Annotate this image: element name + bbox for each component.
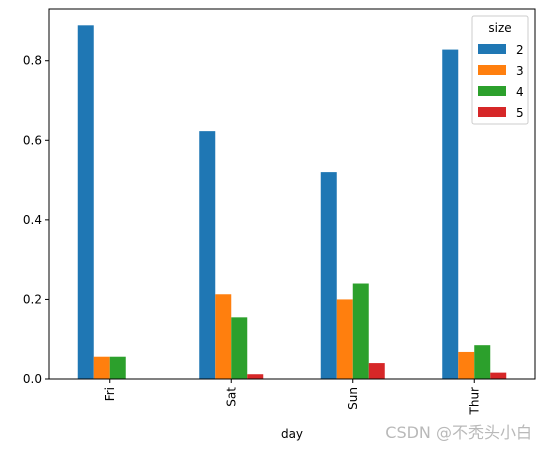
x-tick-label-thur: Thur [467,387,481,416]
legend-label-size-5: 5 [516,106,524,120]
watermark: CSDN @不秃头小白 [385,423,532,442]
bar-thur-size-3 [458,351,475,379]
bars-layer [77,25,507,380]
bar-sun-size-3 [336,299,353,379]
x-axis-label: day [281,427,303,441]
legend-swatch-size-4 [478,86,506,96]
y-axis: 0.0 0.2 0.4 0.6 0.8 [23,54,49,386]
legend-title: size [488,21,511,35]
legend-swatch-size-2 [478,44,506,54]
legend-label-size-2: 2 [516,43,524,57]
x-tick-label-fri: Fri [103,387,117,401]
y-tick-label: 0.6 [23,133,42,147]
legend-swatch-size-5 [478,107,506,117]
bar-sun-size-5 [368,363,385,379]
plot-frame [48,8,536,380]
x-tick-label-sat: Sat [224,387,238,407]
bar-sat-size-5 [247,374,264,379]
bar-fri-size-2 [77,25,94,380]
bar-sun-size-2 [320,172,337,379]
bar-thur-size-2 [442,49,459,379]
y-tick-label: 0.0 [23,372,42,386]
bar-sat-size-3 [215,294,232,379]
legend-label-size-3: 3 [516,64,524,78]
y-tick-label: 0.4 [23,213,42,227]
legend-swatch-size-3 [478,65,506,75]
bar-fri-size-3 [93,356,110,379]
bar-sat-size-2 [199,131,216,379]
bar-thur-size-4 [474,345,491,379]
legend: size 2 3 4 5 [471,15,529,125]
legend-label-size-4: 4 [516,85,524,99]
bar-sun-size-4 [352,283,369,379]
y-tick-label: 0.2 [23,292,42,306]
x-axis: Fri Sat Sun Thur [103,379,481,416]
x-tick-label-sun: Sun [346,387,360,410]
bar-fri-size-4 [109,356,126,379]
y-tick-label: 0.8 [23,54,42,68]
bar-sat-size-4 [231,317,248,379]
bar-thur-size-5 [490,372,507,379]
